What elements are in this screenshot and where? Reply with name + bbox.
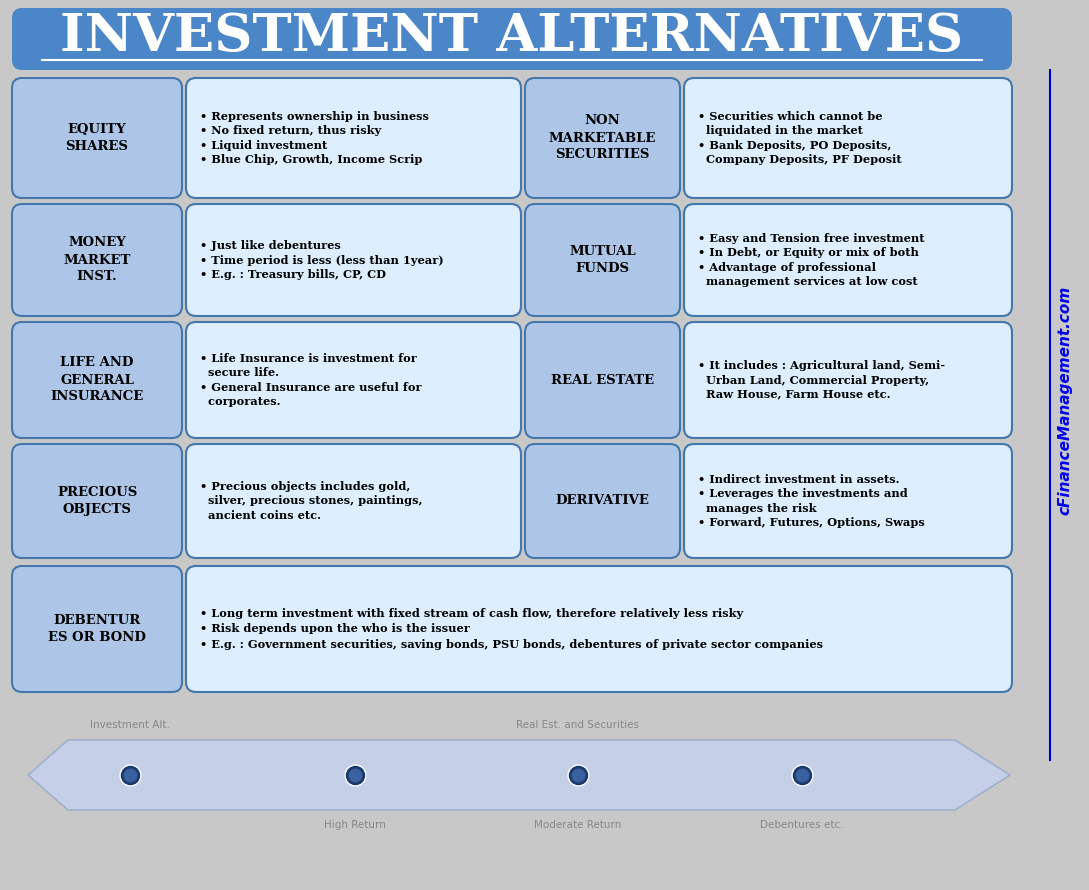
FancyBboxPatch shape — [684, 204, 1012, 316]
Text: • Indirect investment in assets.
• Leverages the investments and
  manages the r: • Indirect investment in assets. • Lever… — [698, 474, 925, 528]
FancyBboxPatch shape — [684, 444, 1012, 558]
FancyBboxPatch shape — [186, 78, 521, 198]
Text: • Securities which cannot be
  liquidated in the market
• Bank Deposits, PO Depo: • Securities which cannot be liquidated … — [698, 111, 902, 165]
FancyBboxPatch shape — [684, 78, 1012, 198]
FancyBboxPatch shape — [12, 78, 182, 198]
Text: • Just like debentures
• Time period is less (less than 1year)
• E.g. : Treasury: • Just like debentures • Time period is … — [200, 240, 443, 279]
FancyBboxPatch shape — [12, 8, 1012, 70]
Text: EQUITY
SHARES: EQUITY SHARES — [65, 123, 129, 153]
FancyBboxPatch shape — [684, 322, 1012, 438]
Text: Real Est. and Securities: Real Est. and Securities — [516, 720, 639, 730]
Text: cFinanceManagement.com: cFinanceManagement.com — [1057, 286, 1073, 514]
Text: DEBENTUR
ES OR BOND: DEBENTUR ES OR BOND — [48, 614, 146, 644]
FancyBboxPatch shape — [186, 444, 521, 558]
Text: High Return: High Return — [325, 820, 386, 830]
FancyBboxPatch shape — [12, 566, 182, 692]
FancyBboxPatch shape — [525, 78, 680, 198]
FancyBboxPatch shape — [186, 566, 1012, 692]
Text: • Precious objects includes gold,
  silver, precious stones, paintings,
  ancien: • Precious objects includes gold, silver… — [200, 481, 423, 521]
Text: Investment Alt.: Investment Alt. — [90, 720, 170, 730]
Text: NON
MARKETABLE
SECURITIES: NON MARKETABLE SECURITIES — [549, 115, 657, 161]
Text: MUTUAL
FUNDS: MUTUAL FUNDS — [570, 245, 636, 275]
Text: • It includes : Agricultural land, Semi-
  Urban Land, Commercial Property,
  Ra: • It includes : Agricultural land, Semi-… — [698, 360, 945, 400]
FancyBboxPatch shape — [12, 444, 182, 558]
Text: • Easy and Tension free investment
• In Debt, or Equity or mix of both
• Advanta: • Easy and Tension free investment • In … — [698, 233, 925, 287]
Polygon shape — [28, 740, 1010, 810]
Text: INVESTMENT ALTERNATIVES: INVESTMENT ALTERNATIVES — [60, 12, 964, 62]
Text: • Represents ownership in business
• No fixed return, thus risky
• Liquid invest: • Represents ownership in business • No … — [200, 111, 429, 165]
FancyBboxPatch shape — [525, 322, 680, 438]
FancyBboxPatch shape — [186, 204, 521, 316]
Text: Moderate Return: Moderate Return — [535, 820, 622, 830]
FancyBboxPatch shape — [12, 322, 182, 438]
FancyBboxPatch shape — [525, 204, 680, 316]
Text: • Long term investment with fixed stream of cash flow, therefore relatively less: • Long term investment with fixed stream… — [200, 608, 823, 650]
Text: REAL ESTATE: REAL ESTATE — [551, 374, 654, 386]
Text: PRECIOUS
OBJECTS: PRECIOUS OBJECTS — [57, 486, 137, 516]
Text: MONEY
MARKET
INST.: MONEY MARKET INST. — [63, 237, 131, 284]
Text: DERIVATIVE: DERIVATIVE — [555, 495, 649, 507]
Text: • Life Insurance is investment for
  secure life.
• General Insurance are useful: • Life Insurance is investment for secur… — [200, 353, 421, 407]
Text: Debentures etc.: Debentures etc. — [760, 820, 844, 830]
FancyBboxPatch shape — [186, 322, 521, 438]
Text: LIFE AND
GENERAL
INSURANCE: LIFE AND GENERAL INSURANCE — [50, 357, 144, 403]
FancyBboxPatch shape — [525, 444, 680, 558]
FancyBboxPatch shape — [12, 204, 182, 316]
